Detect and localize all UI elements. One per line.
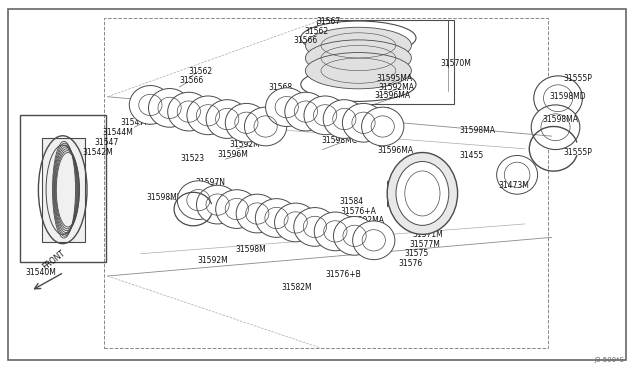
Text: 31576+A: 31576+A [340, 207, 376, 216]
Ellipse shape [314, 212, 356, 251]
Ellipse shape [236, 194, 278, 233]
Ellipse shape [216, 190, 258, 228]
Bar [42, 138, 85, 242]
Text: 31596M: 31596M [268, 213, 298, 222]
Ellipse shape [304, 96, 346, 135]
Ellipse shape [285, 92, 327, 131]
Text: 31597N: 31597N [196, 178, 226, 187]
Text: 31562: 31562 [189, 67, 213, 76]
Text: 31595M: 31595M [276, 222, 307, 231]
Ellipse shape [255, 199, 298, 237]
Ellipse shape [148, 89, 191, 127]
Text: 31540M: 31540M [26, 268, 56, 277]
Ellipse shape [225, 103, 268, 142]
Ellipse shape [196, 185, 239, 224]
Text: 31571M: 31571M [412, 230, 443, 239]
Text: 31566: 31566 [293, 36, 317, 45]
Text: 31566: 31566 [179, 76, 204, 85]
Ellipse shape [129, 86, 172, 124]
Text: 31576+B: 31576+B [325, 270, 361, 279]
Text: 31577M: 31577M [410, 240, 440, 248]
Ellipse shape [323, 100, 365, 138]
Ellipse shape [294, 208, 336, 246]
Ellipse shape [362, 107, 404, 146]
Text: 31596MA: 31596MA [356, 107, 392, 116]
Text: 31592MA: 31592MA [349, 217, 385, 225]
Text: 31576: 31576 [398, 259, 422, 268]
Bar [104, 18, 548, 348]
Text: 31598MC: 31598MC [321, 136, 357, 145]
Text: 31598M: 31598M [236, 245, 266, 254]
Text: 31592M: 31592M [229, 140, 260, 149]
Text: 31584: 31584 [339, 197, 364, 206]
Text: FRONT: FRONT [42, 249, 67, 272]
Ellipse shape [534, 76, 582, 121]
Text: 31592MA: 31592MA [346, 118, 381, 126]
Text: 31562: 31562 [305, 27, 329, 36]
Text: 31542M: 31542M [82, 148, 113, 157]
Text: 31555P: 31555P [563, 74, 592, 83]
Text: 31547M: 31547M [120, 118, 151, 126]
Text: 31592MA: 31592MA [379, 83, 415, 92]
Ellipse shape [342, 103, 385, 142]
Ellipse shape [187, 96, 229, 135]
Ellipse shape [301, 68, 416, 101]
Text: 31552: 31552 [133, 106, 157, 115]
Text: J3 500*S: J3 500*S [594, 357, 624, 363]
Ellipse shape [353, 221, 395, 260]
Text: 31523: 31523 [180, 154, 205, 163]
Text: 31455: 31455 [460, 151, 484, 160]
Text: 31598MD: 31598MD [549, 92, 586, 101]
Text: 31596MA: 31596MA [378, 146, 413, 155]
Text: 31598MA: 31598MA [543, 115, 579, 124]
Text: 31598MA: 31598MA [460, 126, 495, 135]
Ellipse shape [497, 155, 538, 194]
Bar [319, 38, 398, 84]
Text: 31555P: 31555P [563, 148, 592, 157]
Ellipse shape [168, 92, 210, 131]
Ellipse shape [177, 181, 220, 219]
Text: 31595MA: 31595MA [376, 74, 412, 83]
Ellipse shape [305, 52, 412, 89]
Ellipse shape [305, 27, 412, 64]
Text: 31575: 31575 [404, 249, 429, 258]
Text: 31596M: 31596M [218, 150, 248, 158]
Text: 31582M: 31582M [282, 283, 312, 292]
Text: 31566+A: 31566+A [142, 96, 178, 105]
Text: 31473M: 31473M [498, 181, 529, 190]
Ellipse shape [531, 105, 580, 150]
Text: 31547: 31547 [95, 138, 119, 147]
Text: 31570M: 31570M [440, 59, 471, 68]
Text: 31568: 31568 [269, 83, 293, 92]
Text: 31592M: 31592M [197, 256, 228, 265]
Ellipse shape [206, 100, 248, 138]
Text: 31598MB: 31598MB [146, 193, 182, 202]
Text: 31567: 31567 [317, 17, 341, 26]
Ellipse shape [244, 107, 287, 146]
Ellipse shape [333, 217, 376, 255]
Text: 31597NA: 31597NA [333, 126, 368, 135]
Bar [20, 115, 106, 262]
Ellipse shape [275, 203, 317, 242]
Text: 31544M: 31544M [102, 128, 133, 137]
Ellipse shape [305, 40, 412, 76]
Bar [317, 20, 454, 104]
Ellipse shape [396, 161, 449, 225]
Ellipse shape [387, 153, 458, 234]
Ellipse shape [301, 21, 416, 55]
Text: 31596MA: 31596MA [374, 92, 410, 100]
Ellipse shape [266, 88, 308, 126]
